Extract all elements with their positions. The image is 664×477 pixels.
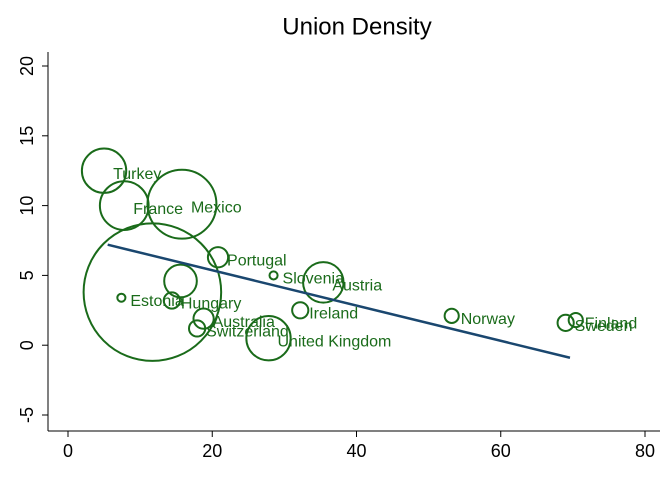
bubble (162, 291, 181, 310)
point-label: United Kingdom (278, 333, 392, 350)
bubble (556, 313, 575, 332)
point-label: Portugal (227, 252, 287, 269)
point-label: Austria (332, 278, 382, 295)
bubble (82, 222, 223, 362)
point-label: Mexico (191, 199, 242, 216)
bubble (116, 292, 127, 303)
point-label: Slovenia (283, 271, 344, 288)
x-tick-label: 60 (491, 441, 511, 461)
bubble (245, 315, 292, 362)
x-tick-label: 40 (346, 441, 366, 461)
bubble (268, 270, 279, 281)
x-tick-label: 0 (63, 441, 73, 461)
bubble (291, 301, 310, 320)
fit-line (107, 243, 571, 359)
bubble (192, 307, 215, 330)
y-tick-label: -5 (17, 407, 37, 423)
point-label: Norway (461, 311, 515, 328)
point-label: Hungary (181, 296, 241, 313)
y-tick-label: 0 (17, 340, 37, 350)
point-label: Turkey (113, 166, 161, 183)
y-tick-label: 15 (17, 126, 37, 146)
x-tick-label: 80 (635, 441, 655, 461)
bubble (302, 261, 345, 304)
bubble (188, 319, 207, 338)
bubble (163, 263, 198, 299)
y-tick-label: 5 (17, 270, 37, 280)
chart-title: Union Density (282, 13, 431, 40)
point-label: France (133, 201, 183, 218)
bubble (443, 307, 460, 324)
point-label: Ireland (309, 306, 358, 323)
bubble (206, 246, 230, 269)
point-label: Sweden (575, 318, 633, 335)
x-tick-label: 20 (202, 441, 222, 461)
y-tick-label: 20 (17, 56, 37, 76)
bubble (567, 311, 584, 329)
point-label: Estonia (130, 293, 183, 310)
bubble (146, 168, 218, 240)
y-tick-label: 10 (17, 196, 37, 216)
point-label: Finland (585, 315, 637, 332)
